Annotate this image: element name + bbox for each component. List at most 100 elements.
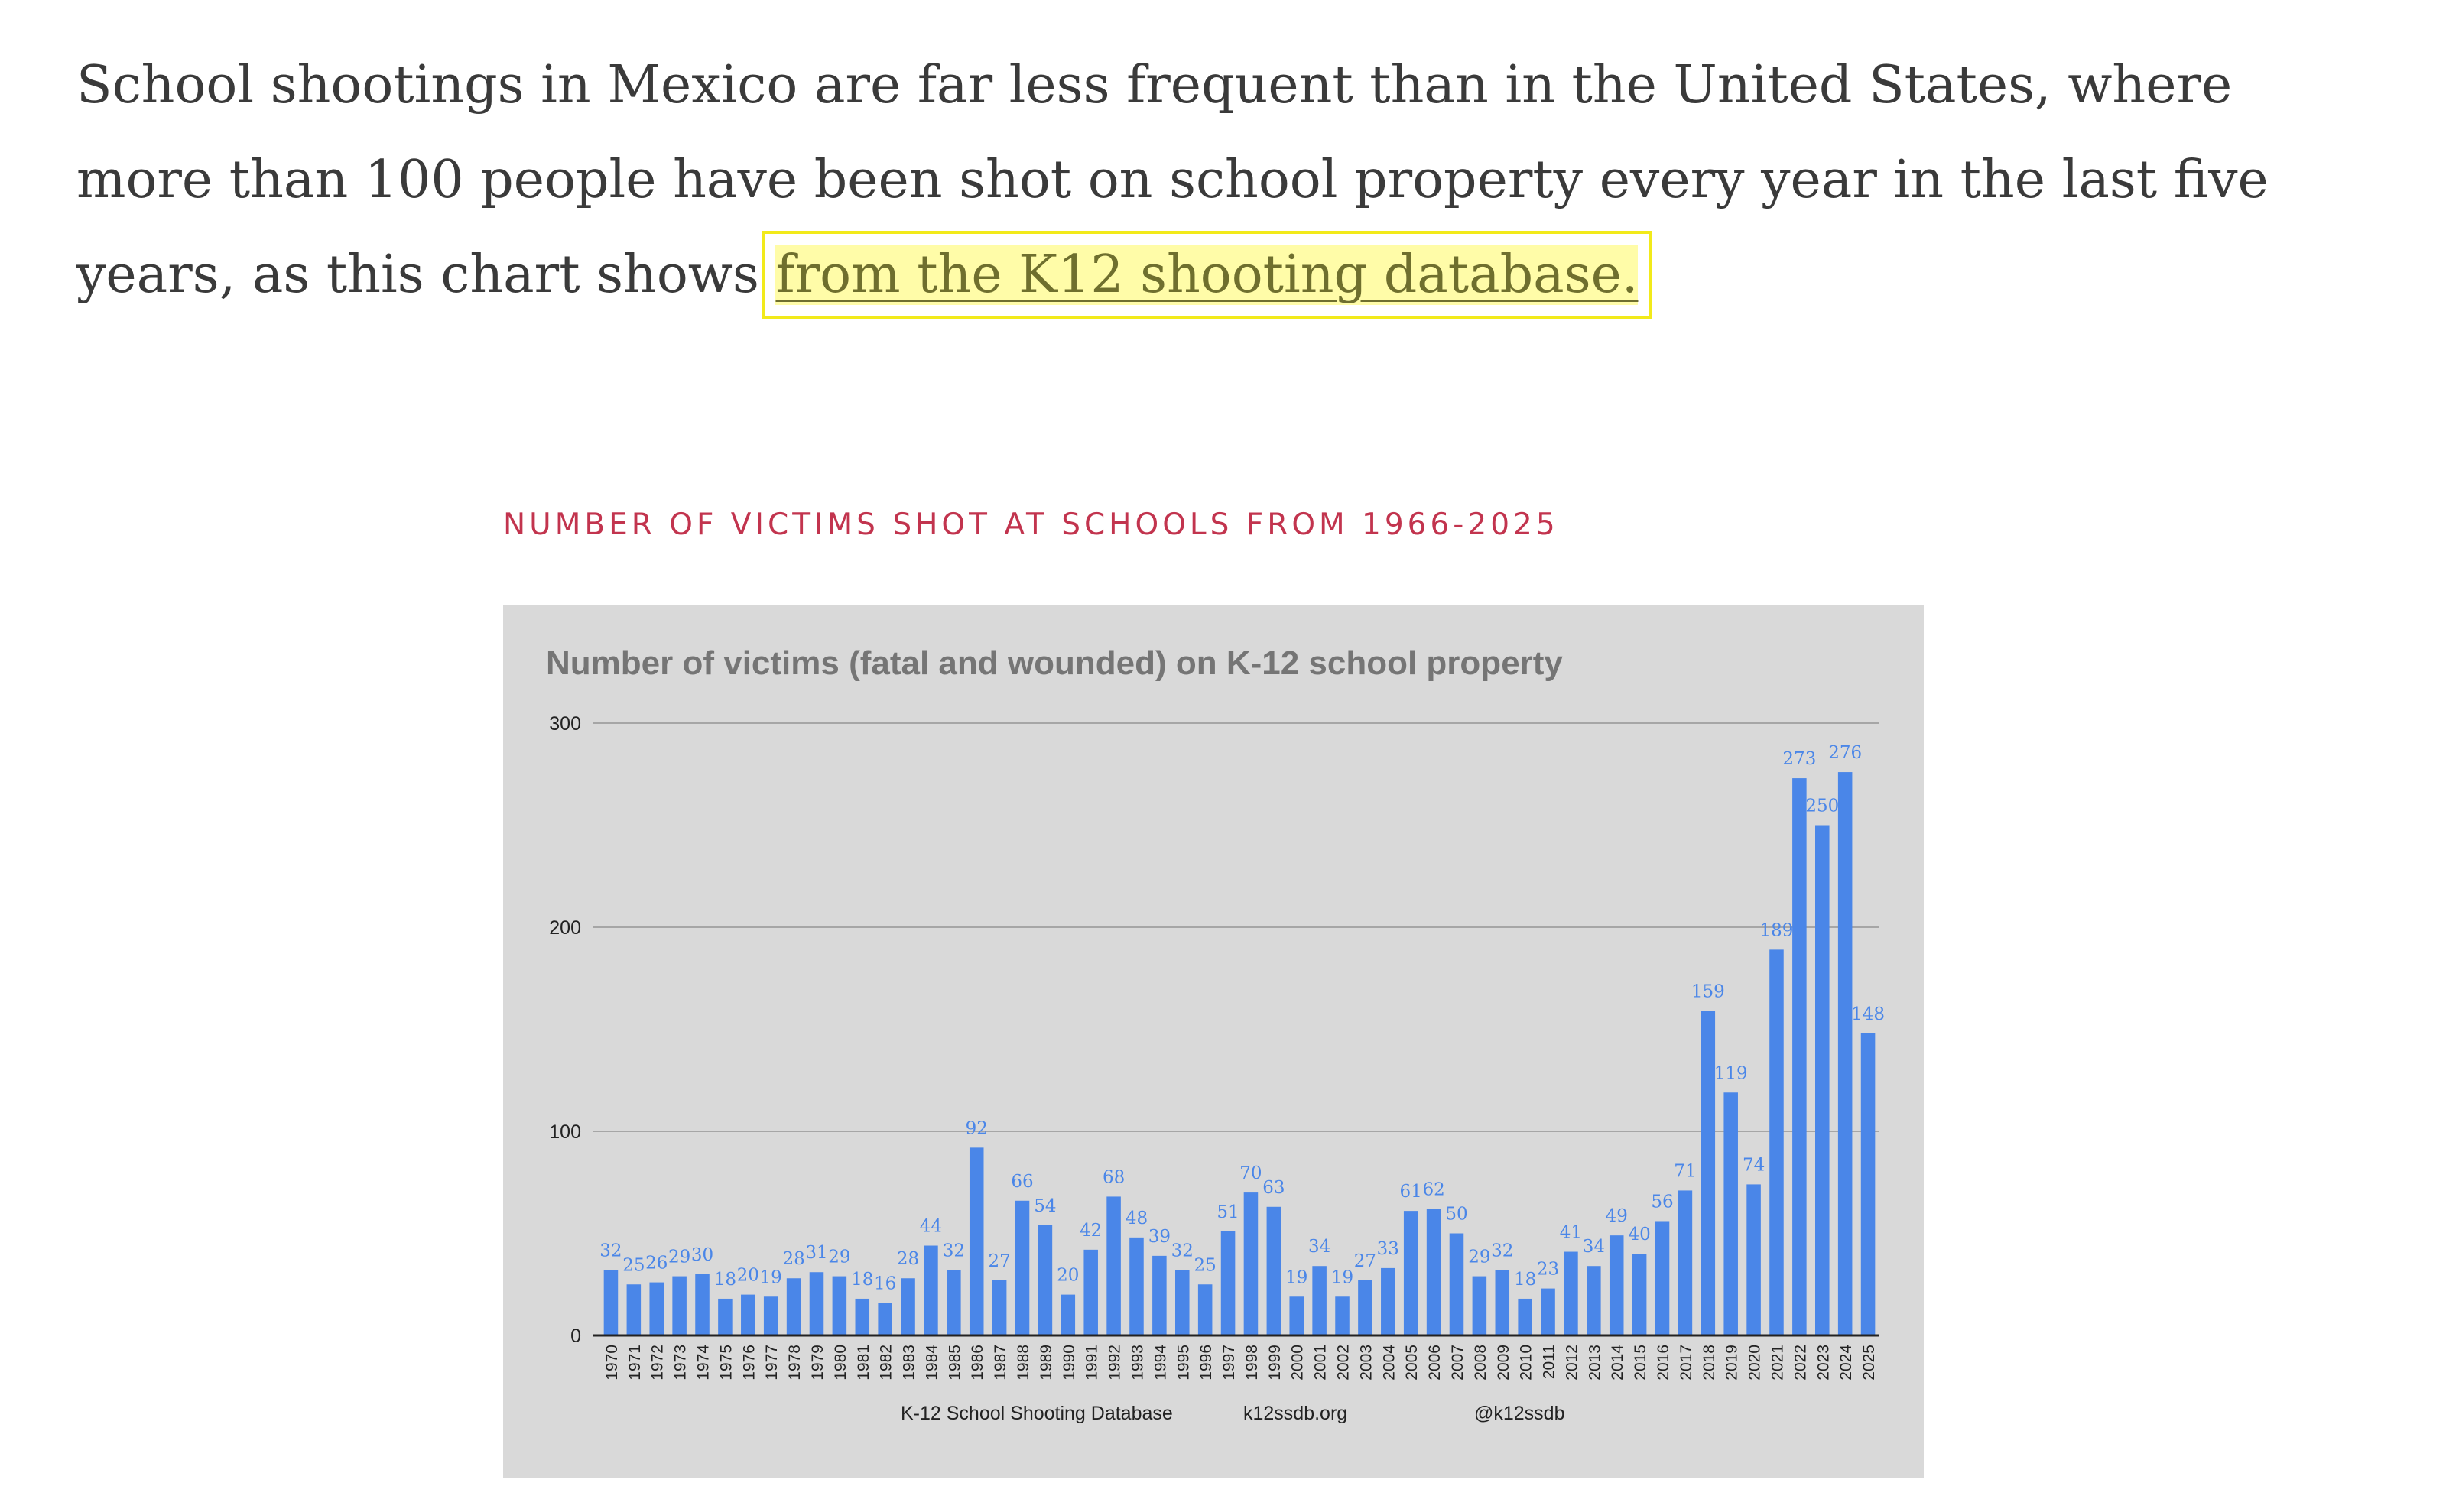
x-tick-label: 1986 [969,1345,986,1381]
bar [969,1147,984,1335]
bar-chart: Number of victims (fatal and wounded) on… [546,644,1885,1424]
data-label: 54 [1034,1196,1056,1216]
data-label: 18 [1514,1270,1536,1290]
x-tick-label: 2012 [1563,1345,1580,1381]
bar [1815,825,1830,1335]
data-label: 32 [1171,1241,1194,1261]
x-tick-label: 1975 [717,1345,735,1381]
data-label: 33 [1377,1239,1399,1259]
x-tick-label: 1984 [923,1345,940,1381]
x-tick-label: 1978 [786,1345,804,1381]
bar [741,1294,755,1335]
bar [832,1276,847,1335]
data-label: 25 [622,1255,645,1275]
chart-caption: NUMBER OF VICTIMS SHOT AT SCHOOLS FROM 1… [503,508,1559,542]
data-label: 70 [1239,1163,1262,1183]
x-axis-ticks: 1970 1971 1972 1973 1974 1975 1976 1977 1978 1979… [603,1345,1878,1381]
x-tick-label: 1982 [878,1345,895,1381]
data-label: 250 [1805,797,1839,816]
paragraph-text: School shootings in Mexico are far less … [76,55,2269,305]
x-tick-label: 2008 [1472,1345,1489,1381]
x-tick-label: 2019 [1723,1345,1741,1381]
y-tick-label: 300 [549,713,581,735]
data-label: 27 [988,1251,1010,1271]
data-label: 18 [714,1270,736,1290]
x-tick-label: 2024 [1837,1345,1855,1381]
data-label: 20 [737,1266,759,1286]
k12-database-link[interactable]: from the K12 shooting database. [762,231,1652,319]
bar [1860,1033,1876,1335]
x-tick-label: 1990 [1061,1345,1078,1381]
bar [924,1245,938,1335]
data-label: 29 [1468,1248,1490,1267]
data-label: 119 [1714,1063,1748,1083]
x-tick-label: 1999 [1266,1345,1284,1381]
x-tick-label: 2013 [1586,1345,1603,1381]
x-tick-label: 1983 [901,1345,918,1381]
bar [809,1272,824,1335]
data-label: 26 [645,1254,668,1274]
bar [1495,1270,1510,1335]
bar [1746,1184,1761,1335]
bar [1723,1092,1738,1335]
x-tick-label: 2022 [1791,1345,1809,1381]
data-label: 50 [1445,1205,1467,1225]
bar [1587,1266,1601,1335]
data-label: 48 [1126,1209,1148,1228]
x-tick-label: 1989 [1038,1345,1055,1381]
data-label: 16 [874,1274,896,1293]
bar [901,1278,915,1335]
x-tick-label: 1985 [946,1345,963,1381]
data-label: 56 [1651,1192,1673,1212]
x-tick-label: 2003 [1357,1345,1375,1381]
article-paragraph: School shootings in Mexico are far less … [76,38,2370,323]
data-label: 71 [1674,1161,1696,1181]
data-label: 68 [1103,1167,1125,1187]
data-label: 25 [1194,1255,1217,1275]
data-label: 42 [1080,1221,1102,1241]
x-tick-label: 2005 [1403,1345,1421,1381]
bar [1083,1249,1098,1335]
y-tick-label: 100 [549,1121,581,1143]
bar [1381,1267,1395,1335]
x-tick-label: 1994 [1152,1345,1169,1381]
bar [1837,772,1853,1335]
gridlines [593,722,1879,1132]
chart-title: Number of victims (fatal and wounded) on… [546,644,1563,682]
x-tick-label: 1970 [603,1345,621,1381]
footer-website: k12ssdb.org [1243,1403,1347,1424]
bar [1564,1251,1578,1335]
footer-database-name: K-12 School Shooting Database [901,1403,1173,1424]
data-label: 66 [1011,1172,1033,1192]
bar [626,1284,642,1335]
x-tick-label: 2006 [1426,1345,1444,1381]
x-tick-label: 1973 [672,1345,690,1381]
x-tick-label: 1992 [1106,1345,1124,1381]
x-tick-label: 1979 [809,1345,827,1381]
data-label: 23 [1537,1260,1559,1280]
data-label: 31 [805,1243,827,1263]
bar [1358,1280,1372,1335]
x-tick-label: 2009 [1495,1345,1512,1381]
bar [992,1280,1007,1335]
x-tick-label: 2000 [1289,1345,1307,1381]
bar [1220,1231,1236,1335]
footer-handle: @k12ssdb [1474,1403,1565,1424]
data-label: 32 [943,1241,965,1261]
y-axis-ticks: 0 100 200 300 [549,713,581,1347]
bar [878,1303,892,1335]
bar [786,1278,801,1335]
data-label: 159 [1691,982,1725,1001]
x-tick-label: 1996 [1197,1345,1215,1381]
bar [1403,1211,1418,1335]
y-tick-label: 200 [549,917,581,939]
data-label: 29 [668,1248,690,1267]
bar [1197,1284,1213,1335]
x-tick-label: 1997 [1220,1345,1238,1381]
bar [603,1270,619,1335]
data-label: 61 [1400,1182,1422,1202]
x-tick-label: 2020 [1746,1345,1764,1381]
x-tick-label: 2010 [1518,1345,1535,1381]
data-label: 49 [1606,1206,1628,1226]
